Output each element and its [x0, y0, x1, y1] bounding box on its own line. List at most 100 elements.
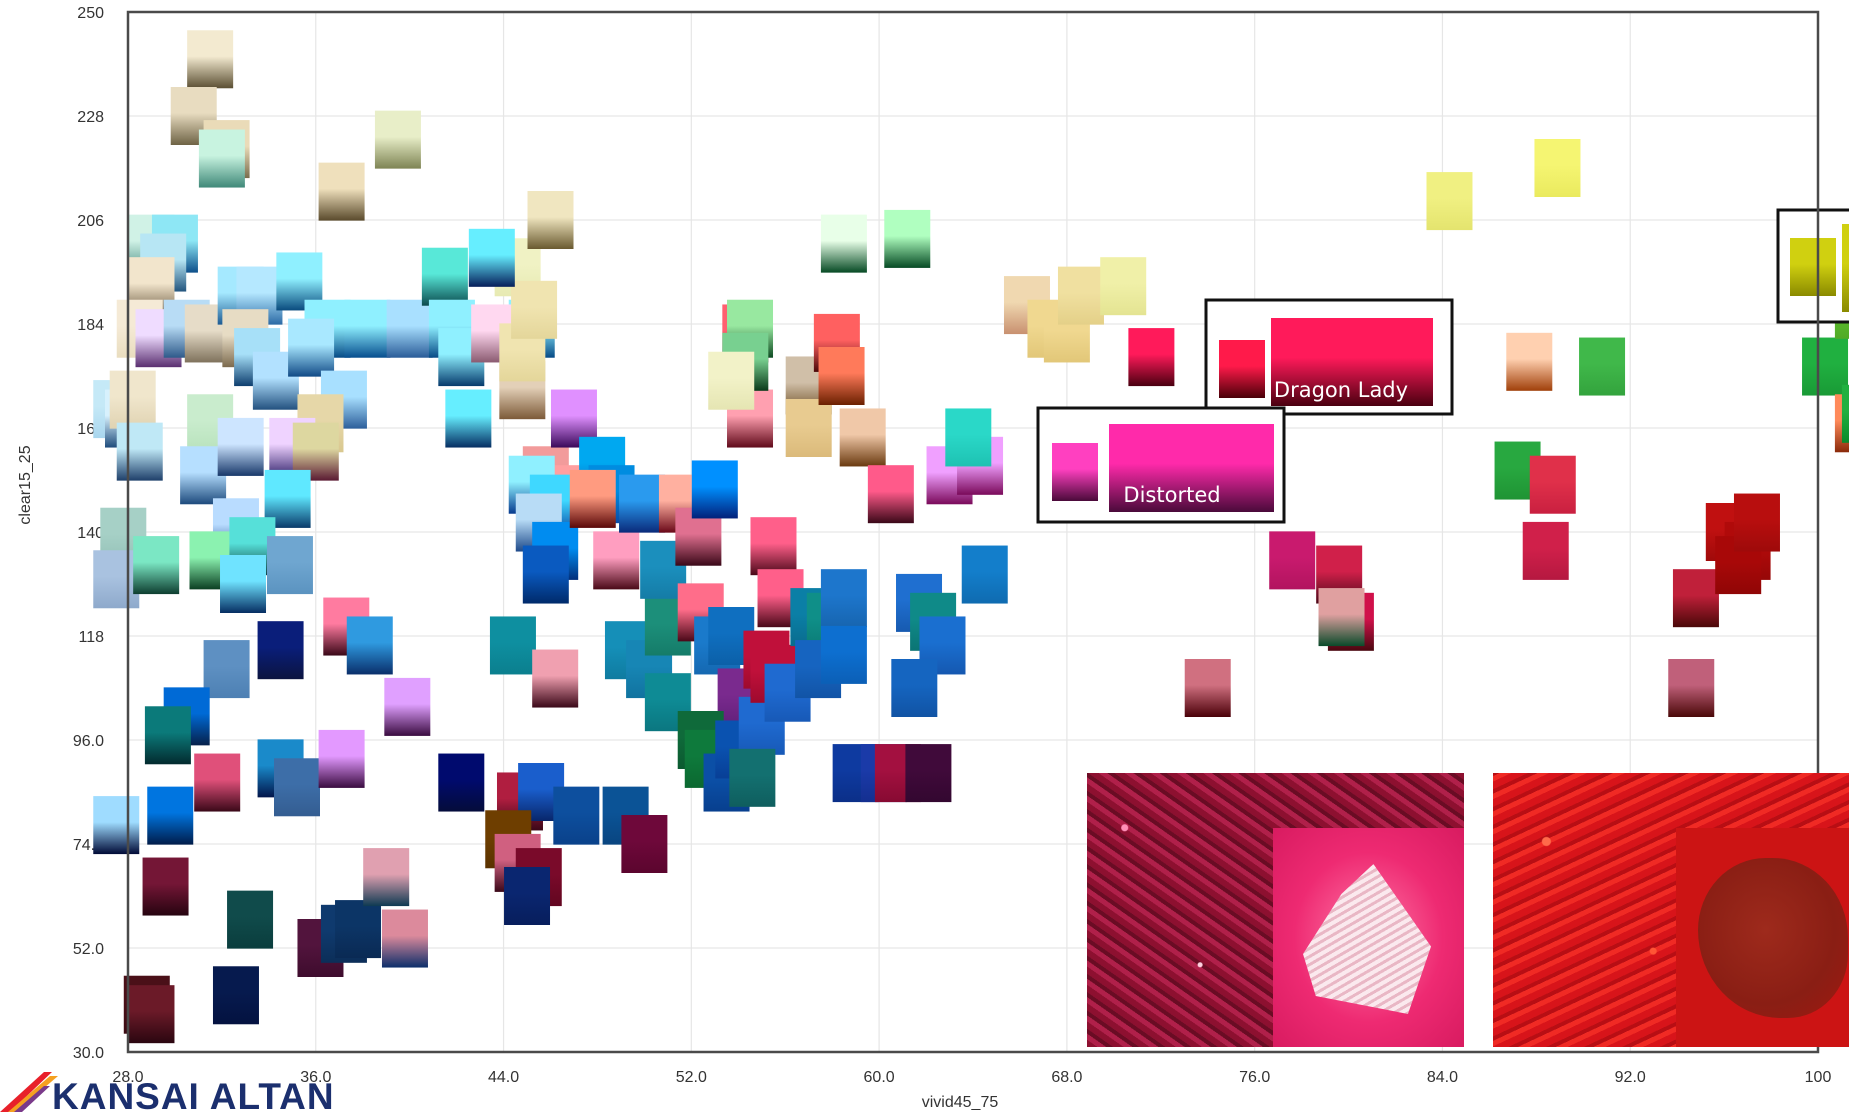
y-tick-label: 228	[77, 109, 104, 126]
data-point-swatch	[147, 786, 194, 845]
data-point-swatch	[227, 890, 274, 949]
pigment-flake-closeup-red	[1676, 828, 1849, 1047]
tick-labels: 28.0 36.0 44.0 52.0 60.0 68.0 76.0 84.0 92.0 100 2…	[73, 5, 1832, 1086]
data-point-swatch	[820, 625, 867, 684]
data-point-swatch	[818, 347, 865, 405]
data-point-swatch	[1269, 531, 1316, 590]
data-point-swatch	[1529, 455, 1576, 514]
y-tick-label: 206	[77, 213, 104, 230]
y-axis-label: clear15_25	[17, 445, 34, 524]
data-point-swatch	[1534, 139, 1581, 197]
data-point-swatch	[93, 796, 140, 855]
data-point-swatch	[945, 408, 992, 467]
data-point-swatch	[1506, 332, 1553, 391]
data-point-swatch	[785, 399, 832, 457]
data-point-swatch	[504, 867, 551, 925]
data-point-swatch	[288, 318, 335, 377]
data-point-swatch	[381, 909, 428, 968]
data-point-swatch	[318, 729, 365, 788]
x-tick-label: 84.0	[1427, 1069, 1458, 1086]
data-point-swatch	[116, 422, 163, 481]
data-point-swatch	[144, 706, 191, 765]
data-point-swatch	[1668, 659, 1715, 717]
data-point-swatch	[1802, 337, 1849, 396]
x-tick-label: 100	[1805, 1069, 1832, 1086]
logo-text: KANSAI ALTAN	[52, 1076, 335, 1117]
data-point-swatch	[109, 370, 156, 429]
data-point-swatch	[374, 110, 421, 169]
data-point-swatch	[217, 417, 264, 476]
data-point-swatch	[1579, 337, 1626, 396]
data-point-swatch	[1128, 328, 1175, 387]
x-axis-label: vivid45_75	[922, 1094, 999, 1111]
data-point-swatch	[1841, 384, 1849, 443]
callout-small-swatch	[1790, 238, 1836, 296]
callout-large-swatch	[1109, 424, 1274, 512]
data-point-swatch	[839, 408, 886, 467]
data-point-swatch	[1672, 569, 1719, 628]
company-logo: KANSAI ALTAN	[0, 1062, 340, 1117]
callout-large-swatch	[1842, 224, 1849, 312]
data-point-swatch	[187, 30, 234, 89]
data-point-swatch	[133, 536, 180, 595]
data-point-swatch	[961, 545, 1008, 604]
data-point-swatch	[553, 786, 600, 845]
data-point-swatch	[438, 753, 485, 812]
data-point-swatch	[386, 299, 433, 358]
y-tick-label: 96.0	[73, 733, 104, 750]
data-point-swatch	[884, 209, 931, 268]
y-tick-label: 184	[77, 317, 104, 334]
data-point-swatch	[522, 545, 569, 604]
data-point-swatch	[128, 985, 175, 1044]
callout-label: Distorted	[1123, 483, 1220, 507]
data-point-swatch	[421, 247, 468, 306]
data-point-swatch	[593, 531, 640, 590]
x-tick-label: 76.0	[1239, 1069, 1270, 1086]
x-tick-label: 36.0	[300, 1069, 331, 1086]
callout-label: Dragon Lady	[1274, 378, 1408, 402]
data-point-swatch	[511, 280, 558, 339]
data-point-swatch	[93, 550, 140, 609]
data-point-swatch	[198, 129, 245, 188]
x-tick-label: 68.0	[1051, 1069, 1082, 1086]
data-point-swatch	[489, 616, 536, 675]
data-point-swatch	[384, 677, 431, 736]
data-point-swatch	[318, 162, 365, 221]
pigment-photo-red	[1493, 773, 1849, 1047]
data-point-swatch	[569, 469, 616, 528]
data-point-swatch	[468, 228, 515, 287]
logo-stripes-icon	[0, 1072, 58, 1112]
data-point-swatch	[274, 758, 320, 817]
data-point-swatch	[729, 748, 776, 807]
data-point-swatch	[1426, 172, 1473, 231]
y-tick-label: 118	[78, 629, 104, 646]
y-tick-label: 30.0	[73, 1045, 104, 1062]
data-point-swatch	[750, 517, 797, 576]
data-point-swatch	[1184, 659, 1231, 717]
data-point-swatch	[527, 191, 574, 249]
data-points	[93, 30, 1849, 1044]
data-point-swatch	[194, 753, 241, 812]
data-point-swatch	[1522, 521, 1569, 580]
data-point-swatch	[820, 569, 867, 628]
x-tick-label: 52.0	[676, 1069, 707, 1086]
pigment-flake-closeup-pink	[1273, 828, 1464, 1047]
data-point-swatch	[445, 389, 492, 448]
data-point-swatch	[1318, 588, 1365, 647]
callout-small-swatch	[1052, 443, 1098, 501]
data-point-swatch	[691, 460, 738, 519]
data-point-swatch	[867, 465, 914, 524]
y-tick-label: 250	[77, 5, 104, 22]
callout-large-swatch	[1271, 318, 1433, 406]
plot-frame	[126, 10, 1820, 1054]
data-point-swatch	[203, 640, 250, 699]
data-point-swatch	[212, 966, 259, 1025]
data-point-swatch	[335, 900, 382, 959]
data-point-swatch	[346, 616, 393, 675]
data-point-swatch	[1733, 493, 1780, 552]
data-point-swatch	[891, 659, 938, 717]
x-tick-label: 92.0	[1615, 1069, 1646, 1086]
data-point-swatch	[619, 474, 666, 533]
data-point-swatch	[621, 815, 668, 873]
